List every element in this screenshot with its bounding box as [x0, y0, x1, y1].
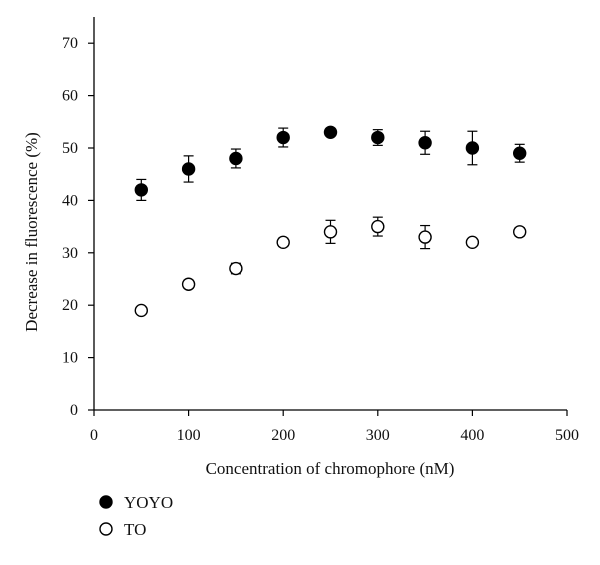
data-point-yoyo — [181, 162, 196, 176]
data-point-to — [513, 225, 527, 239]
y-tick-label: 10 — [62, 350, 78, 367]
tick-marks: 0 100 200 300 400 500 0 10 20 30 40 50 60 70 — [62, 35, 579, 444]
data-point-yoyo — [371, 130, 385, 145]
legend-label-to: TO — [124, 520, 146, 539]
data-point-to — [371, 219, 385, 234]
data-point-yoyo — [229, 151, 243, 166]
data-point-yoyo — [276, 130, 290, 145]
x-axis-label: Concentration of chromophore (nM) — [206, 459, 455, 478]
legend: YOYO TO — [99, 493, 173, 539]
legend-marker-to — [99, 522, 113, 536]
x-tick-label: 500 — [555, 427, 579, 444]
y-tick-label: 70 — [62, 35, 78, 52]
x-tick-label: 0 — [90, 427, 98, 444]
y-tick-label: 0 — [70, 402, 78, 419]
y-axis-label: Decrease in fluorescence (%) — [22, 132, 41, 332]
data-point-yoyo — [323, 125, 338, 139]
data-points — [134, 125, 527, 318]
data-point-yoyo — [513, 146, 527, 160]
legend-marker-yoyo — [99, 495, 113, 509]
data-point-yoyo — [418, 136, 432, 150]
axes — [93, 17, 567, 411]
x-tick-label: 200 — [271, 427, 295, 444]
legend-label-yoyo: YOYO — [124, 493, 173, 512]
data-point-to — [323, 225, 338, 239]
legend-item-yoyo: YOYO — [99, 493, 173, 512]
data-point-yoyo — [465, 141, 480, 155]
data-point-to — [229, 261, 243, 276]
x-tick-label: 400 — [460, 427, 484, 444]
x-tick-label: 100 — [177, 427, 201, 444]
legend-item-to: TO — [99, 520, 146, 539]
y-tick-label: 30 — [62, 245, 78, 262]
y-tick-label: 20 — [62, 297, 78, 314]
x-tick-label: 300 — [366, 427, 390, 444]
data-point-to — [276, 235, 290, 250]
data-point-to — [181, 277, 196, 291]
y-tick-label: 60 — [62, 88, 78, 105]
data-point-to — [465, 235, 480, 250]
data-point-yoyo — [134, 183, 149, 197]
y-tick-label: 50 — [62, 140, 78, 157]
data-point-to — [418, 230, 432, 244]
y-tick-label: 40 — [62, 192, 78, 209]
data-point-to — [134, 303, 149, 318]
